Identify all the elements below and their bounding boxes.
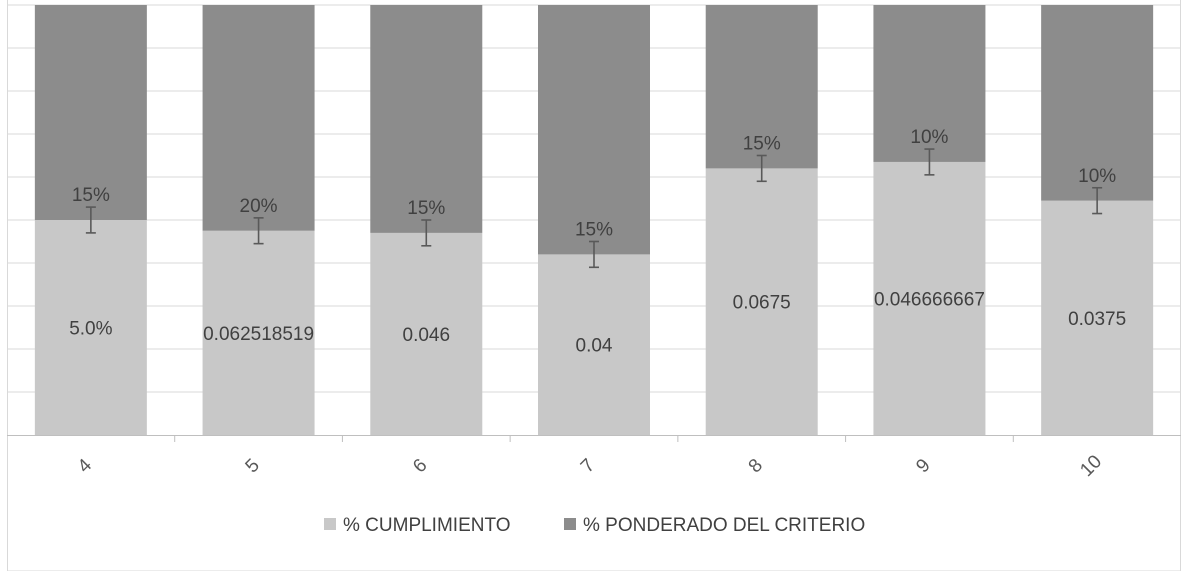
error-bar bbox=[1092, 186, 1103, 215]
x-tick-label: 6 bbox=[409, 455, 431, 477]
bar-cumplimiento bbox=[873, 161, 986, 435]
legend: % CUMPLIMIENTO % PONDERADO DEL CRITERIO bbox=[324, 515, 865, 536]
data-label-ponderado: 10% bbox=[910, 127, 948, 148]
x-tick-label: 9 bbox=[912, 455, 934, 477]
x-tick-label: 8 bbox=[745, 455, 767, 477]
data-label-cumplimiento: 0.046 bbox=[403, 325, 451, 346]
x-tick-label: 7 bbox=[577, 455, 599, 477]
bar-ponderado bbox=[202, 5, 315, 231]
bar-ponderado bbox=[705, 5, 818, 169]
x-tick-label: 5 bbox=[242, 455, 264, 477]
bar-cumplimiento bbox=[202, 230, 315, 435]
bar-cumplimiento bbox=[34, 220, 147, 435]
bar-cumplimiento bbox=[370, 232, 483, 435]
data-label-cumplimiento: 0.0675 bbox=[733, 293, 791, 314]
error-bar bbox=[253, 217, 264, 245]
x-tick-label: 4 bbox=[74, 455, 97, 478]
data-label-cumplimiento: 0.0375 bbox=[1068, 309, 1126, 330]
x-tick-label: 10 bbox=[1076, 451, 1106, 481]
error-bar bbox=[589, 240, 599, 269]
bar-ponderado bbox=[538, 5, 650, 255]
data-label-cumplimiento: 0.046666667 bbox=[874, 289, 985, 310]
error-bar bbox=[85, 206, 96, 234]
data-label-ponderado: 15% bbox=[575, 220, 613, 241]
data-label-ponderado: 15% bbox=[743, 134, 781, 155]
data-label-cumplimiento: 0.062518519 bbox=[203, 324, 314, 345]
bar-ponderado bbox=[873, 5, 986, 162]
legend-swatch bbox=[564, 518, 576, 530]
bar-ponderado bbox=[370, 5, 483, 233]
data-label-ponderado: 15% bbox=[407, 198, 445, 219]
bar-cumplimiento bbox=[538, 254, 650, 435]
data-label-ponderado: 10% bbox=[1078, 166, 1116, 187]
error-bar bbox=[924, 148, 935, 176]
legend-swatch bbox=[324, 518, 336, 530]
legend-label: % CUMPLIMIENTO bbox=[343, 515, 511, 536]
bar-ponderado bbox=[1041, 5, 1154, 201]
data-label-ponderado: 20% bbox=[240, 196, 278, 217]
data-label-cumplimiento: 5.0% bbox=[69, 319, 112, 340]
legend-label: % PONDERADO DEL CRITERIO bbox=[583, 515, 865, 536]
bar-cumplimiento bbox=[705, 168, 818, 435]
error-bar bbox=[756, 154, 767, 183]
bar-cumplimiento bbox=[1041, 200, 1154, 435]
data-label-cumplimiento: 0.04 bbox=[576, 336, 613, 357]
bar-ponderado bbox=[34, 5, 147, 220]
error-bar bbox=[421, 219, 432, 247]
data-label-ponderado: 15% bbox=[72, 185, 110, 206]
